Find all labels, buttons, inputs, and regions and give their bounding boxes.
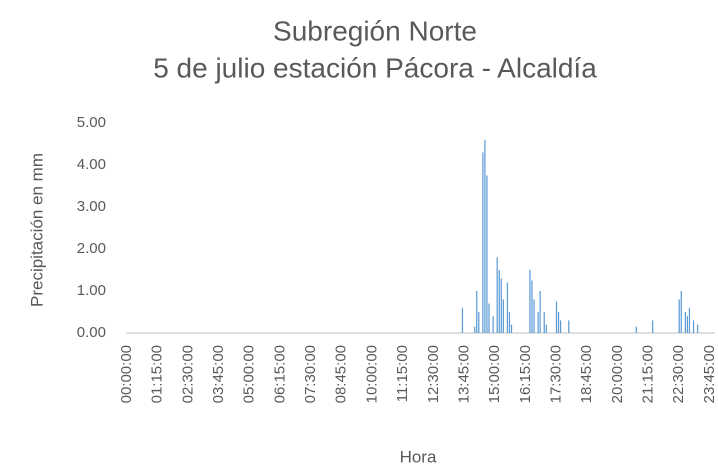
x-tick-label: 16:15:00 <box>517 345 534 403</box>
bar <box>476 291 478 333</box>
bar <box>539 291 541 333</box>
bar <box>496 257 498 333</box>
bar <box>635 326 637 333</box>
bar <box>506 282 509 333</box>
bar <box>680 291 682 333</box>
chart-title: Subregión Norte <box>273 15 477 46</box>
bar <box>498 270 500 333</box>
bar <box>684 312 686 333</box>
bar <box>537 312 539 333</box>
x-tick-label: 02:30:00 <box>179 345 196 403</box>
bar <box>478 312 480 333</box>
x-tick-label: 08:45:00 <box>333 345 350 403</box>
x-tick-label: 17:30:00 <box>547 345 564 403</box>
bar <box>500 278 502 333</box>
bar <box>545 324 547 333</box>
x-tick-label: 07:30:00 <box>302 345 319 403</box>
x-tick-label: 15:00:00 <box>486 345 503 403</box>
bar <box>529 270 531 333</box>
y-tick-label: 2.00 <box>77 240 106 257</box>
x-tick-label: 05:00:00 <box>241 345 258 403</box>
x-tick-label: 23:45:00 <box>701 345 718 403</box>
x-tick-label: 10:00:00 <box>363 345 380 403</box>
y-axis-label: Precipitación en mm <box>27 153 46 307</box>
bar <box>508 312 511 333</box>
x-tick-label: 21:15:00 <box>640 345 657 403</box>
x-tick-label: 18:45:00 <box>578 345 595 403</box>
y-tick-label: 0.00 <box>77 324 106 341</box>
bar <box>555 301 558 333</box>
x-tick-label: 22:30:00 <box>670 345 687 403</box>
y-tick-label: 5.00 <box>77 114 106 131</box>
x-tick-label: 11:15:00 <box>394 345 411 402</box>
x-tick-label: 01:15:00 <box>149 345 166 403</box>
bar <box>474 326 476 333</box>
bar <box>484 139 486 333</box>
x-tick-label: 03:45:00 <box>210 345 227 403</box>
chart-subtitle: 5 de julio estación Pácora - Alcaldía <box>153 52 597 83</box>
bar <box>486 175 488 333</box>
bar <box>559 320 562 333</box>
x-axis-label: Hora <box>400 447 437 466</box>
bar <box>652 320 654 333</box>
bar <box>482 152 484 333</box>
bar <box>688 307 691 333</box>
x-tick-label: 13:45:00 <box>455 345 472 403</box>
bar <box>533 299 535 333</box>
y-tick-label: 4.00 <box>77 156 106 173</box>
y-tick-label: 1.00 <box>77 282 106 299</box>
bar <box>461 307 464 333</box>
bar <box>492 316 494 333</box>
x-tick-label: 00:00:00 <box>118 345 135 403</box>
x-tick-label: 20:00:00 <box>609 345 626 403</box>
bar <box>557 312 560 333</box>
bar <box>502 299 504 333</box>
x-tick-label: 06:15:00 <box>271 345 288 403</box>
bar <box>543 312 545 333</box>
bar <box>697 324 699 333</box>
bar <box>692 320 695 333</box>
bar <box>531 280 533 333</box>
x-tick-label: 12:30:00 <box>425 345 442 403</box>
bar <box>568 320 570 333</box>
bar <box>686 316 689 333</box>
bar <box>678 299 680 333</box>
bar <box>488 303 490 333</box>
y-tick-label: 3.00 <box>77 198 106 215</box>
bar <box>510 324 513 333</box>
